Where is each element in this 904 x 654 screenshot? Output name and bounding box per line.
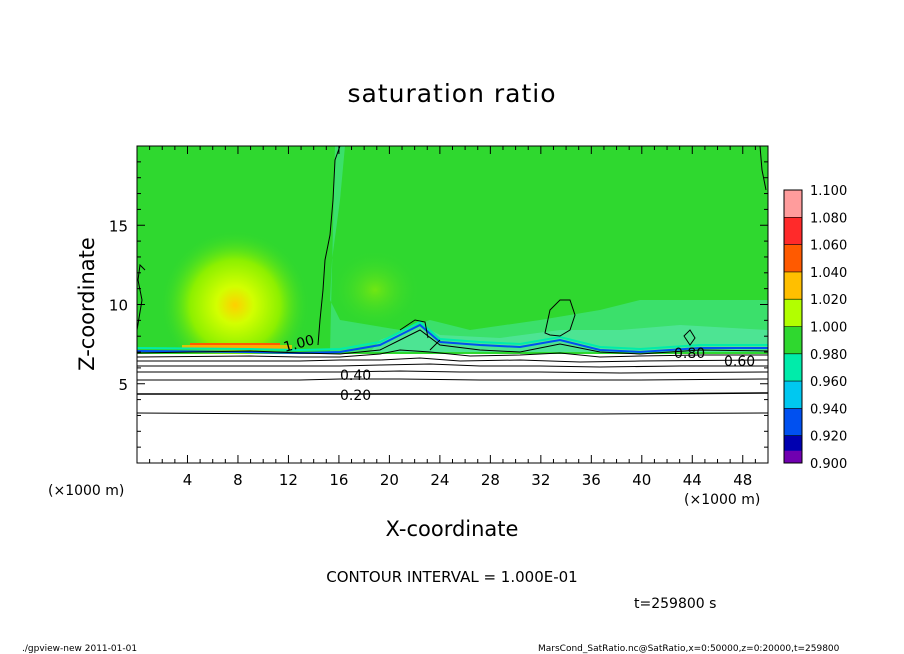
x-tick-label: 28: [481, 471, 500, 489]
chart-title: saturation ratio: [347, 79, 556, 108]
colorbar: 1.100 1.080 1.060 1.040 1.020 1.000 0.980 0.960…: [783, 184, 847, 472]
x-tick-label: 16: [329, 471, 348, 489]
x-axis: 4 8 12 16 20 24 28 32 36 40 44 48: [149, 146, 756, 489]
x-tick-label: 12: [279, 471, 298, 489]
colorbar-label: 1.020: [810, 293, 847, 308]
contour-labels: 1.00 0.80 0.60 0.40 0.20: [282, 332, 755, 404]
colorbar-label: 1.040: [810, 266, 847, 281]
colorbar-swatch: [784, 190, 802, 218]
colorbar-swatch: [784, 353, 802, 382]
x-tick-label: 20: [380, 471, 399, 489]
contour-interval-text: CONTOUR INTERVAL = 1.000E-01: [326, 568, 577, 586]
contour-label-02: 0.20: [340, 388, 371, 404]
plot-area: [137, 146, 768, 463]
colorbar-label: 1.000: [810, 321, 847, 336]
supersaturated-blob-secondary: [330, 250, 420, 330]
colorbar-label: 0.900: [810, 457, 847, 472]
x-tick-label: 4: [183, 471, 193, 489]
time-text: t=259800 s: [634, 596, 716, 612]
x-tick-label: 36: [582, 471, 601, 489]
colorbar-label: 1.080: [810, 211, 847, 226]
x-tick-label: 24: [430, 471, 449, 489]
x-tick-label: 44: [683, 471, 702, 489]
y-tick-label: 10: [109, 297, 128, 315]
colorbar-swatch: [784, 217, 802, 245]
saturation-boundary-edge: [137, 323, 768, 355]
colorbar-label: 1.060: [810, 239, 847, 254]
colorbar-label: 0.940: [810, 402, 847, 417]
y-axis-label: Z-coordinate: [75, 237, 99, 371]
colorbar-swatch: [784, 408, 802, 436]
colorbar-swatch: [784, 271, 802, 300]
x-tick-label: 32: [531, 471, 550, 489]
y-tick-label: 15: [109, 217, 128, 235]
contour-label-08: 0.80: [674, 346, 705, 362]
y-axis: 5 10 15: [109, 161, 768, 448]
colorbar-swatch: [784, 244, 802, 272]
x-axis-label: X-coordinate: [386, 517, 519, 541]
colorbar-label: 0.960: [810, 375, 847, 390]
dry-region: [137, 354, 768, 463]
colorbar-label: 0.980: [810, 348, 847, 363]
x-tick-label: 48: [733, 471, 752, 489]
contour-label-06: 0.60: [724, 354, 755, 370]
colorbar-swatch: [784, 381, 802, 409]
contour-lines: [137, 146, 768, 415]
footer-right: MarsCond_SatRatio.nc@SatRatio,x=0:50000,…: [538, 644, 840, 654]
contour-label-04: 0.40: [340, 368, 371, 384]
y-tick-label: 5: [118, 376, 128, 394]
footer-left: ./gpview-new 2011-01-01: [22, 644, 137, 654]
colorbar-label: 0.920: [810, 430, 847, 445]
x-tick-label: 8: [233, 471, 243, 489]
colorbar-swatch: [784, 326, 802, 354]
colorbar-label: 1.100: [810, 184, 847, 199]
contour-label-1: 1.00: [282, 332, 316, 356]
colorbar-swatch: [784, 450, 802, 463]
x-unit-label-left: (×1000 m): [48, 483, 124, 499]
saturation-boundary-cyan: [137, 320, 768, 352]
subsaturated-region: [330, 146, 768, 352]
x-unit-label-right: (×1000 m): [684, 492, 760, 508]
colorbar-swatch: [784, 299, 802, 327]
supersaturated-band-edge: [182, 345, 292, 349]
supersaturated-blob: [160, 230, 310, 380]
x-tick-label: 40: [632, 471, 651, 489]
